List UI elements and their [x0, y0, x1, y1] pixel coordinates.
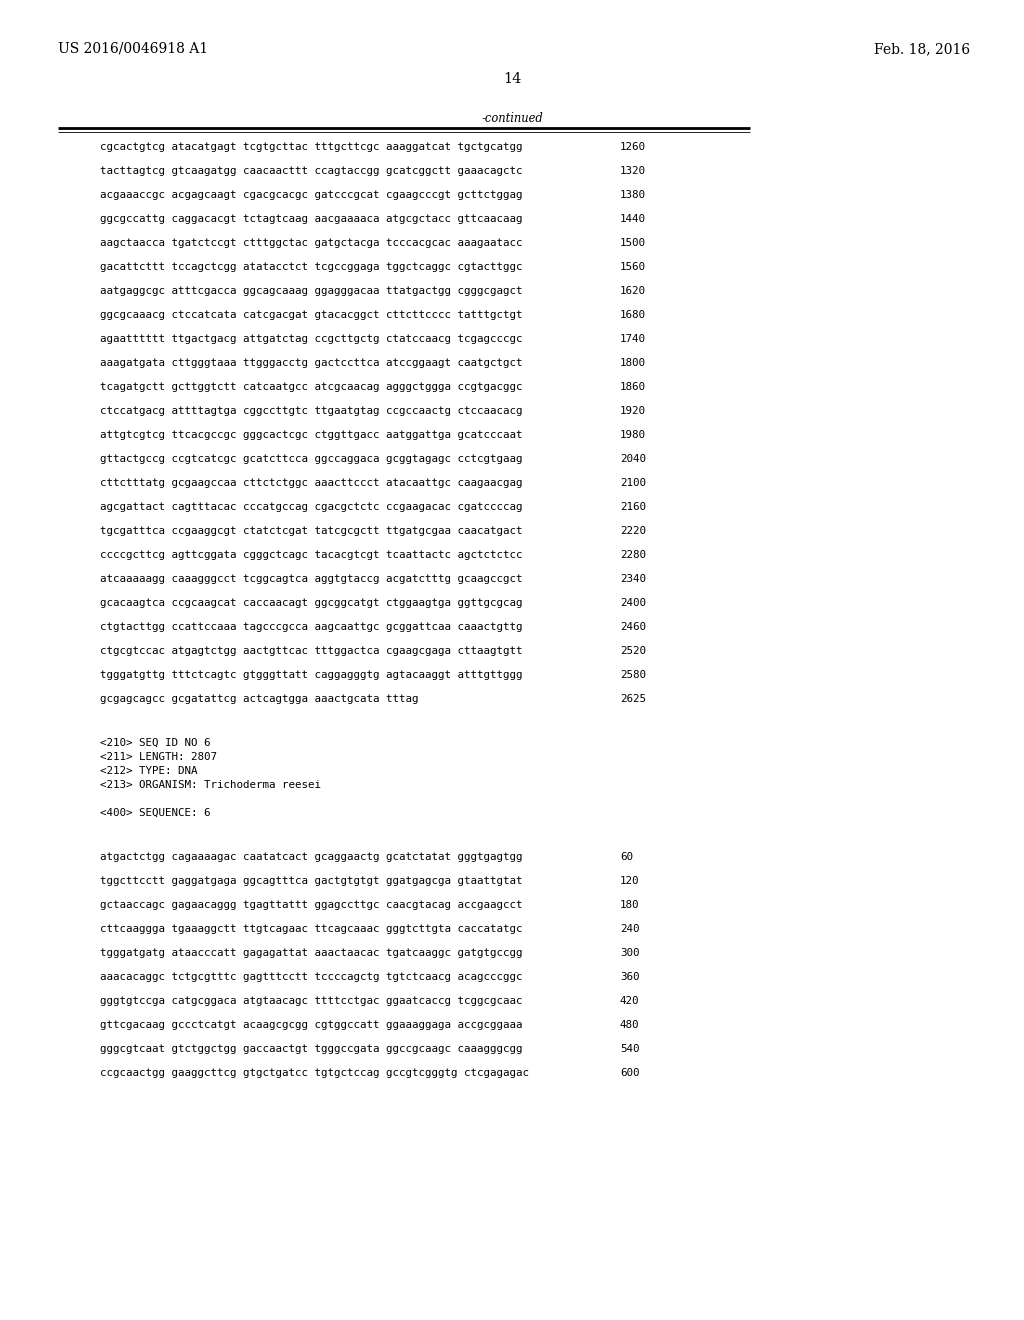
- Text: tgggatgttg tttctcagtc gtgggttatt caggagggtg agtacaaggt atttgttggg: tgggatgttg tttctcagtc gtgggttatt caggagg…: [100, 671, 522, 680]
- Text: 540: 540: [620, 1044, 640, 1053]
- Text: atgactctgg cagaaaagac caatatcact gcaggaactg gcatctatat gggtgagtgg: atgactctgg cagaaaagac caatatcact gcaggaa…: [100, 851, 522, 862]
- Text: agaatttttt ttgactgacg attgatctag ccgcttgctg ctatccaacg tcgagcccgc: agaatttttt ttgactgacg attgatctag ccgcttg…: [100, 334, 522, 345]
- Text: gctaaccagc gagaacaggg tgagttattt ggagccttgc caacgtacag accgaagcct: gctaaccagc gagaacaggg tgagttattt ggagcct…: [100, 900, 522, 909]
- Text: 2340: 2340: [620, 574, 646, 583]
- Text: US 2016/0046918 A1: US 2016/0046918 A1: [58, 42, 208, 55]
- Text: ctccatgacg attttagtga cggccttgtc ttgaatgtag ccgccaactg ctccaacacg: ctccatgacg attttagtga cggccttgtc ttgaatg…: [100, 407, 522, 416]
- Text: gggcgtcaat gtctggctgg gaccaactgt tgggccgata ggccgcaagc caaagggcgg: gggcgtcaat gtctggctgg gaccaactgt tgggccg…: [100, 1044, 522, 1053]
- Text: 1980: 1980: [620, 430, 646, 440]
- Text: aaacacaggc tctgcgtttc gagtttcctt tccccagctg tgtctcaacg acagcccggc: aaacacaggc tctgcgtttc gagtttcctt tccccag…: [100, 972, 522, 982]
- Text: ggcgcaaacg ctccatcata catcgacgat gtacacggct cttcttcccc tatttgctgt: ggcgcaaacg ctccatcata catcgacgat gtacacg…: [100, 310, 522, 319]
- Text: 2520: 2520: [620, 645, 646, 656]
- Text: ccgcaactgg gaaggcttcg gtgctgatcc tgtgctccag gccgtcgggtg ctcgagagac: ccgcaactgg gaaggcttcg gtgctgatcc tgtgctc…: [100, 1068, 529, 1078]
- Text: <212> TYPE: DNA: <212> TYPE: DNA: [100, 766, 198, 776]
- Text: 2280: 2280: [620, 550, 646, 560]
- Text: Feb. 18, 2016: Feb. 18, 2016: [873, 42, 970, 55]
- Text: ggcgccattg caggacacgt tctagtcaag aacgaaaaca atgcgctacc gttcaacaag: ggcgccattg caggacacgt tctagtcaag aacgaaa…: [100, 214, 522, 224]
- Text: ctgtacttgg ccattccaaa tagcccgcca aagcaattgc gcggattcaa caaactgttg: ctgtacttgg ccattccaaa tagcccgcca aagcaat…: [100, 622, 522, 632]
- Text: tcagatgctt gcttggtctt catcaatgcc atcgcaacag agggctggga ccgtgacggc: tcagatgctt gcttggtctt catcaatgcc atcgcaa…: [100, 381, 522, 392]
- Text: cttcaaggga tgaaaggctt ttgtcagaac ttcagcaaac gggtcttgta caccatatgc: cttcaaggga tgaaaggctt ttgtcagaac ttcagca…: [100, 924, 522, 935]
- Text: agcgattact cagtttacac cccatgccag cgacgctctc ccgaagacac cgatccccag: agcgattact cagtttacac cccatgccag cgacgct…: [100, 502, 522, 512]
- Text: 2220: 2220: [620, 525, 646, 536]
- Text: 300: 300: [620, 948, 640, 958]
- Text: 480: 480: [620, 1020, 640, 1030]
- Text: cttctttatg gcgaagccaa cttctctggc aaacttccct atacaattgc caagaacgag: cttctttatg gcgaagccaa cttctctggc aaacttc…: [100, 478, 522, 488]
- Text: 60: 60: [620, 851, 633, 862]
- Text: gacattcttt tccagctcgg atatacctct tcgccggaga tggctcaggc cgtacttggc: gacattcttt tccagctcgg atatacctct tcgccgg…: [100, 261, 522, 272]
- Text: <213> ORGANISM: Trichoderma reesei: <213> ORGANISM: Trichoderma reesei: [100, 780, 321, 789]
- Text: 2625: 2625: [620, 694, 646, 704]
- Text: 240: 240: [620, 924, 640, 935]
- Text: ccccgcttcg agttcggata cgggctcagc tacacgtcgt tcaattactc agctctctcc: ccccgcttcg agttcggata cgggctcagc tacacgt…: [100, 550, 522, 560]
- Text: 1860: 1860: [620, 381, 646, 392]
- Text: ctgcgtccac atgagtctgg aactgttcac tttggactca cgaagcgaga cttaagtgtt: ctgcgtccac atgagtctgg aactgttcac tttggac…: [100, 645, 522, 656]
- Text: 14: 14: [503, 73, 521, 86]
- Text: tggcttcctt gaggatgaga ggcagtttca gactgtgtgt ggatgagcga gtaattgtat: tggcttcctt gaggatgaga ggcagtttca gactgtg…: [100, 876, 522, 886]
- Text: 180: 180: [620, 900, 640, 909]
- Text: gttactgccg ccgtcatcgc gcatcttcca ggccaggaca gcggtagagc cctcgtgaag: gttactgccg ccgtcatcgc gcatcttcca ggccagg…: [100, 454, 522, 465]
- Text: gggtgtccga catgcggaca atgtaacagc ttttcctgac ggaatcaccg tcggcgcaac: gggtgtccga catgcggaca atgtaacagc ttttcct…: [100, 997, 522, 1006]
- Text: 420: 420: [620, 997, 640, 1006]
- Text: 1620: 1620: [620, 286, 646, 296]
- Text: 1800: 1800: [620, 358, 646, 368]
- Text: atcaaaaagg caaagggcct tcggcagtca aggtgtaccg acgatctttg gcaagccgct: atcaaaaagg caaagggcct tcggcagtca aggtgta…: [100, 574, 522, 583]
- Text: acgaaaccgc acgagcaagt cgacgcacgc gatcccgcat cgaagcccgt gcttctggag: acgaaaccgc acgagcaagt cgacgcacgc gatcccg…: [100, 190, 522, 201]
- Text: 1440: 1440: [620, 214, 646, 224]
- Text: <210> SEQ ID NO 6: <210> SEQ ID NO 6: [100, 738, 211, 748]
- Text: 2580: 2580: [620, 671, 646, 680]
- Text: gttcgacaag gccctcatgt acaagcgcgg cgtggccatt ggaaaggaga accgcggaaa: gttcgacaag gccctcatgt acaagcgcgg cgtggcc…: [100, 1020, 522, 1030]
- Text: 120: 120: [620, 876, 640, 886]
- Text: 1500: 1500: [620, 238, 646, 248]
- Text: 1680: 1680: [620, 310, 646, 319]
- Text: 1560: 1560: [620, 261, 646, 272]
- Text: 2100: 2100: [620, 478, 646, 488]
- Text: gcgagcagcc gcgatattcg actcagtgga aaactgcata tttag: gcgagcagcc gcgatattcg actcagtgga aaactgc…: [100, 694, 419, 704]
- Text: aagctaacca tgatctccgt ctttggctac gatgctacga tcccacgcac aaagaatacc: aagctaacca tgatctccgt ctttggctac gatgcta…: [100, 238, 522, 248]
- Text: 2400: 2400: [620, 598, 646, 609]
- Text: 1380: 1380: [620, 190, 646, 201]
- Text: 1320: 1320: [620, 166, 646, 176]
- Text: 2160: 2160: [620, 502, 646, 512]
- Text: <400> SEQUENCE: 6: <400> SEQUENCE: 6: [100, 808, 211, 818]
- Text: 2040: 2040: [620, 454, 646, 465]
- Text: 1740: 1740: [620, 334, 646, 345]
- Text: tgggatgatg ataacccatt gagagattat aaactaacac tgatcaaggc gatgtgccgg: tgggatgatg ataacccatt gagagattat aaactaa…: [100, 948, 522, 958]
- Text: 600: 600: [620, 1068, 640, 1078]
- Text: aaagatgata cttgggtaaa ttgggacctg gactccttca atccggaagt caatgctgct: aaagatgata cttgggtaaa ttgggacctg gactcct…: [100, 358, 522, 368]
- Text: 360: 360: [620, 972, 640, 982]
- Text: 1260: 1260: [620, 143, 646, 152]
- Text: -continued: -continued: [481, 112, 543, 125]
- Text: 1920: 1920: [620, 407, 646, 416]
- Text: attgtcgtcg ttcacgccgc gggcactcgc ctggttgacc aatggattga gcatcccaat: attgtcgtcg ttcacgccgc gggcactcgc ctggttg…: [100, 430, 522, 440]
- Text: cgcactgtcg atacatgagt tcgtgcttac tttgcttcgc aaaggatcat tgctgcatgg: cgcactgtcg atacatgagt tcgtgcttac tttgctt…: [100, 143, 522, 152]
- Text: tgcgatttca ccgaaggcgt ctatctcgat tatcgcgctt ttgatgcgaa caacatgact: tgcgatttca ccgaaggcgt ctatctcgat tatcgcg…: [100, 525, 522, 536]
- Text: aatgaggcgc atttcgacca ggcagcaaag ggagggacaa ttatgactgg cgggcgagct: aatgaggcgc atttcgacca ggcagcaaag ggaggga…: [100, 286, 522, 296]
- Text: tacttagtcg gtcaagatgg caacaacttt ccagtaccgg gcatcggctt gaaacagctc: tacttagtcg gtcaagatgg caacaacttt ccagtac…: [100, 166, 522, 176]
- Text: <211> LENGTH: 2807: <211> LENGTH: 2807: [100, 752, 217, 762]
- Text: 2460: 2460: [620, 622, 646, 632]
- Text: gcacaagtca ccgcaagcat caccaacagt ggcggcatgt ctggaagtga ggttgcgcag: gcacaagtca ccgcaagcat caccaacagt ggcggca…: [100, 598, 522, 609]
